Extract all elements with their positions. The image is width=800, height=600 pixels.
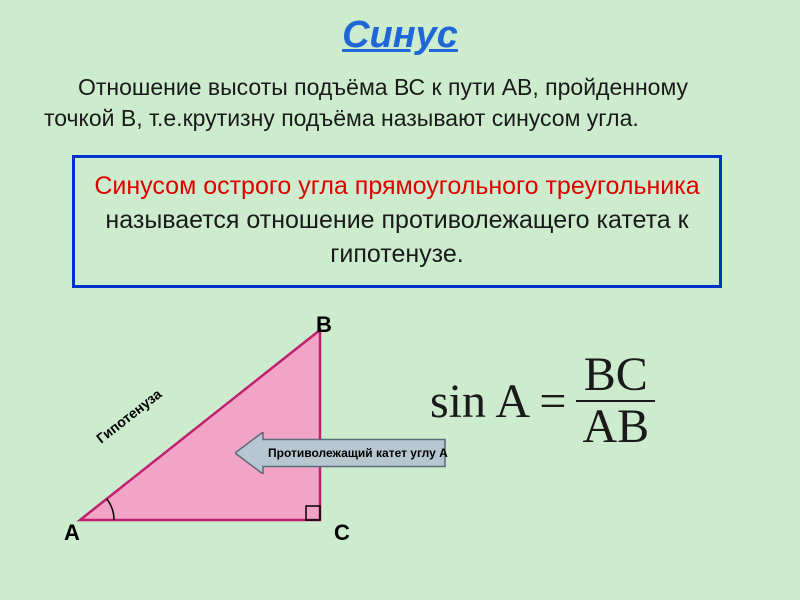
page-title: Синус (0, 14, 800, 57)
intro-paragraph: Отношение высоты подъёма ВС к пути АВ, п… (44, 72, 756, 134)
definition-box: Синусом острого угла прямоугольного треу… (72, 155, 722, 288)
formula-denominator: AB (576, 402, 655, 452)
vertex-b-label: В (316, 312, 332, 338)
formula-lhs: sin A = (430, 374, 576, 429)
arrow-label: Противолежащий катет углу А (268, 446, 448, 460)
vertex-c-label: С (334, 520, 350, 546)
definition-black: называется отношение противолежащего кат… (105, 206, 688, 268)
formula: sin A = BC AB (430, 350, 655, 453)
definition-red: Синусом острого угла прямоугольного треу… (94, 172, 699, 200)
formula-fraction: BC AB (576, 350, 655, 453)
vertex-a-label: А (64, 520, 80, 546)
formula-numerator: BC (578, 350, 654, 400)
